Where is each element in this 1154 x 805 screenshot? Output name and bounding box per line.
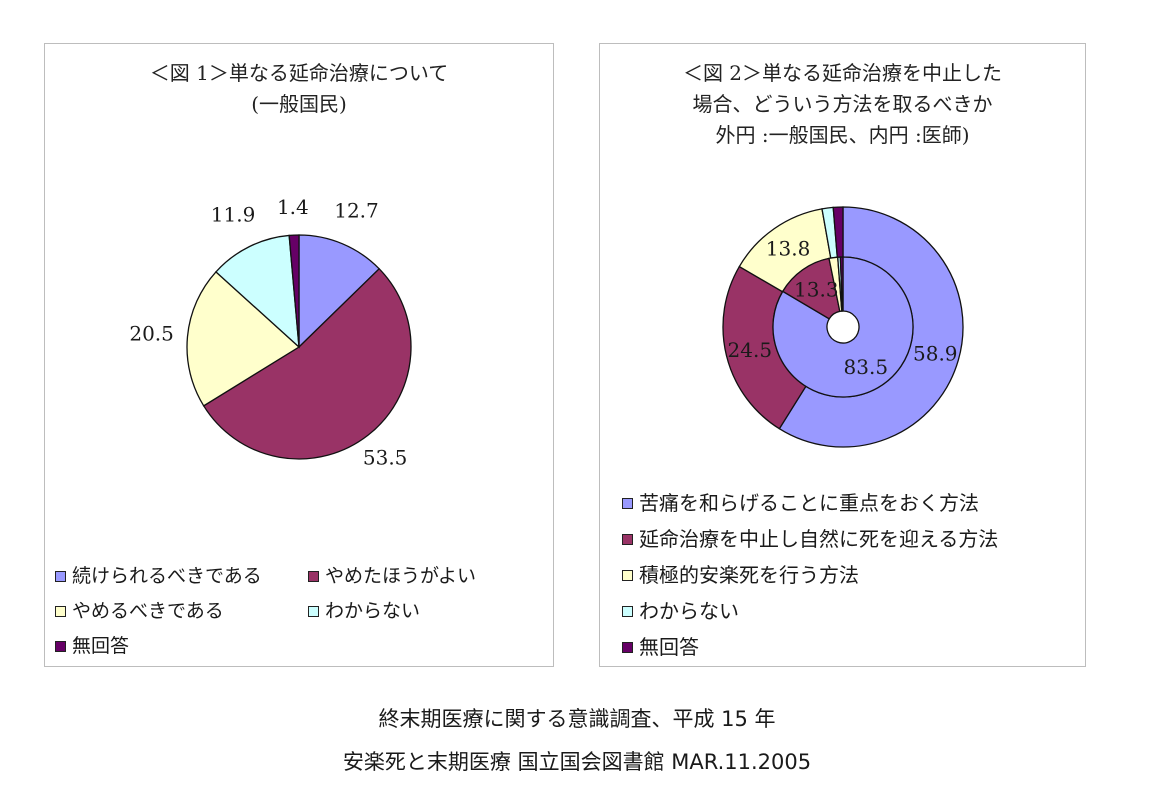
legend-label: 無回答 — [72, 635, 130, 657]
chart-2-title-line-2: 場合、どういう方法を取るべきか — [692, 92, 993, 116]
chart-1-pie: 12.7 53.5 20.5 11.9 1.4 — [129, 195, 412, 469]
chart-1-panel: ＜図 1＞単なる延命治療について (一般国民) 12.7 53.5 20.5 11.9… — [44, 43, 554, 667]
legend-1-item-1: やめたほうがよい — [308, 558, 476, 594]
doughnut-inner-label-0: 83.5 — [844, 355, 889, 379]
legend-swatch — [622, 497, 633, 509]
legend-swatch — [308, 570, 319, 582]
chart-2-doughnut: 58.9 24.5 13.8 83.5 13.3 — [722, 206, 964, 448]
pie-1-slice-2 — [186, 270, 301, 407]
legend-label: 積極的安楽死を行う方法 — [639, 563, 859, 587]
legend-label: わからない — [639, 599, 739, 623]
source-caption-line-2: 安楽死と末期医療 国立国会図書館 MAR.11.2005 — [342, 750, 812, 774]
legend-2-item-4: 無回答 — [622, 629, 1082, 665]
legend-2-item-1: 延命治療を中止し自然に死を迎える方法 — [622, 521, 1082, 557]
legend-1-item-4: 無回答 — [55, 628, 129, 664]
doughnut-inner-slice-4 — [839, 256, 844, 312]
legend-1-item-2: やめるべきである — [55, 593, 224, 629]
pie-1-data-label-2: 20.5 — [129, 322, 174, 346]
legend-label: 延命治療を中止し自然に死を迎える方法 — [639, 527, 999, 551]
chart-2-title-line-3: 外円 :一般国民、内円 :医師) — [715, 123, 970, 147]
doughnut-outer-label-2: 13.8 — [766, 236, 811, 260]
legend-label: やめたほうがよい — [325, 565, 477, 587]
chart-1-title-line-2: (一般国民) — [251, 92, 347, 116]
legend-swatch — [622, 605, 633, 617]
legend-label: 無回答 — [639, 635, 699, 659]
chart-1-legend: 続けられるべきである やめたほうがよい やめるべきである わからない 無回答 — [55, 558, 545, 668]
legend-swatch — [308, 605, 319, 617]
chart-2-title: ＜図 2＞単なる延命治療を中止した 場合、どういう方法を取るべきか 外円 :一般… — [600, 58, 1085, 151]
legend-label: 苦痛を和らげることに重点をおく方法 — [639, 491, 979, 515]
legend-label: わからない — [325, 600, 421, 622]
pie-1-slice-3 — [215, 234, 300, 349]
pie-1-data-label-3: 11.9 — [211, 203, 256, 227]
source-caption-line-1: 終末期医療に関する意識調査、平成 15 年 — [378, 707, 776, 731]
chart-2-legend: 苦痛を和らげることに重点をおく方法 延命治療を中止し自然に死を迎える方法 積極的… — [622, 485, 1082, 665]
legend-2-item-2: 積極的安楽死を行う方法 — [622, 557, 1082, 593]
pie-1-data-label-0: 12.7 — [334, 199, 379, 223]
pie-1-slice-0 — [298, 234, 381, 349]
legend-2-item-0: 苦痛を和らげることに重点をおく方法 — [622, 485, 1082, 521]
legend-2-item-3: わからない — [622, 593, 1082, 629]
pie-1-data-label-1: 53.5 — [363, 445, 408, 469]
doughnut-outer-label-0: 58.9 — [913, 341, 958, 365]
legend-1-item-0: 続けられるべきである — [55, 558, 262, 594]
doughnut-outer-label-1: 24.5 — [728, 338, 773, 362]
doughnut-inner-label-1: 13.3 — [794, 278, 839, 302]
pie-1-slice-4 — [288, 234, 300, 348]
legend-swatch — [622, 533, 633, 545]
pie-1-data-label-4: 1.4 — [277, 195, 309, 219]
chart-2-panel: ＜図 2＞単なる延命治療を中止した 場合、どういう方法を取るべきか 外円 :一般… — [599, 43, 1086, 667]
legend-label: やめるべきである — [72, 600, 224, 622]
legend-swatch — [55, 640, 66, 652]
legend-swatch — [622, 569, 633, 581]
legend-swatch — [55, 570, 66, 582]
legend-label: 続けられるべきである — [72, 565, 262, 587]
pie-1-slice-1 — [202, 267, 412, 460]
doughnut-inner-slice-0 — [772, 256, 914, 398]
chart-1-title-line-1: ＜図 1＞単なる延命治療について — [149, 61, 449, 85]
chart-2-title-line-1: ＜図 2＞単なる延命治療を中止した — [682, 61, 1003, 85]
legend-swatch — [55, 605, 66, 617]
legend-1-item-3: わからない — [308, 593, 420, 629]
chart-1-title: ＜図 1＞単なる延命治療について (一般国民) — [45, 58, 553, 120]
legend-swatch — [622, 641, 633, 653]
